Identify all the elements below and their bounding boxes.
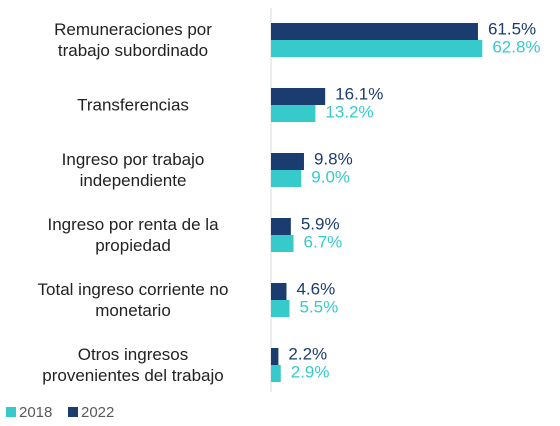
category-label: Otros ingresos provenientes del trabajo	[42, 345, 224, 385]
value-label: 5.9%	[301, 214, 340, 233]
value-label: 2.2%	[288, 344, 327, 363]
legend-label: 2022	[81, 404, 114, 421]
category-label: Ingreso por trabajo independiente	[61, 150, 205, 190]
legend-swatch	[6, 407, 16, 417]
bar	[271, 348, 279, 365]
bar	[271, 88, 326, 105]
value-label: 62.8%	[492, 37, 540, 56]
category-label: Transferencias	[77, 95, 189, 115]
legend-swatch	[68, 407, 78, 417]
bar	[271, 170, 302, 187]
bar	[271, 105, 316, 122]
value-label: 61.5%	[488, 19, 536, 38]
bar	[271, 40, 483, 57]
legend-label: 2018	[19, 404, 52, 421]
bar	[271, 300, 290, 317]
category-label: Total ingreso corriente no monetario	[37, 280, 229, 320]
value-label: 4.6%	[296, 279, 335, 298]
bar	[271, 365, 281, 382]
bar	[271, 153, 304, 170]
category-label: Ingreso por renta de la propiedad	[47, 215, 219, 255]
value-label: 2.9%	[291, 362, 330, 381]
value-label: 5.5%	[300, 297, 339, 316]
bar	[271, 23, 478, 40]
bar	[271, 283, 287, 300]
value-label: 9.0%	[311, 167, 350, 186]
value-label: 16.1%	[335, 84, 383, 103]
value-label: 13.2%	[325, 102, 373, 121]
value-label: 9.8%	[314, 149, 353, 168]
category-label: Remuneraciones por trabajo subordinado	[54, 20, 212, 60]
value-label: 6.7%	[304, 232, 343, 251]
bar	[271, 218, 291, 235]
bar	[271, 235, 294, 252]
